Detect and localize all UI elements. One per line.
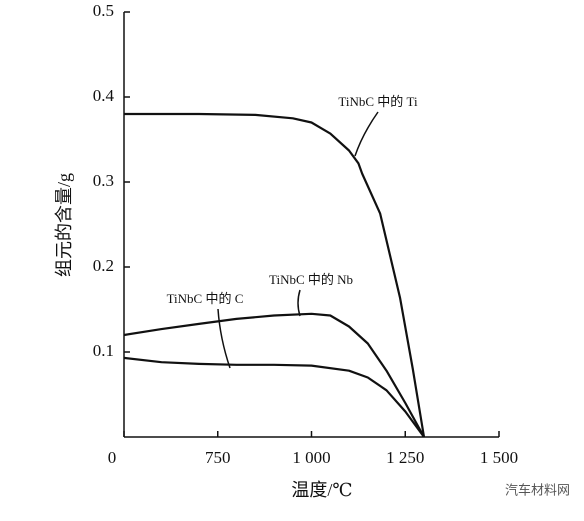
watermark: 汽车材料网 <box>505 483 570 499</box>
leader-line <box>217 308 231 369</box>
x-tick-label: 0 <box>108 448 117 467</box>
y-tick-label: 0.1 <box>93 341 114 360</box>
y-tick-label: 0.4 <box>93 86 115 105</box>
leader-line <box>297 289 301 317</box>
series-line <box>123 356 425 438</box>
x-tick-label: 1 000 <box>292 448 330 467</box>
y-tick-label: 0.2 <box>93 256 114 275</box>
series-label: TiNbC 中的 Nb <box>269 272 353 287</box>
series-label: TiNbC 中的 Ti <box>338 94 418 109</box>
leader-line <box>354 111 379 157</box>
x-axis-label: 温度/℃ <box>291 480 352 500</box>
series-label: TiNbC 中的 C <box>167 291 244 306</box>
y-tick-label: 0.5 <box>93 1 114 20</box>
x-tick-label: 1 500 <box>480 448 518 467</box>
x-tick-label: 1 250 <box>386 448 424 467</box>
series-line <box>123 312 425 438</box>
x-tick-label: 750 <box>205 448 231 467</box>
y-tick-label: 0.3 <box>93 171 114 190</box>
y-axis-label: 组元的含量/g <box>54 173 74 277</box>
series-line <box>124 112 426 438</box>
